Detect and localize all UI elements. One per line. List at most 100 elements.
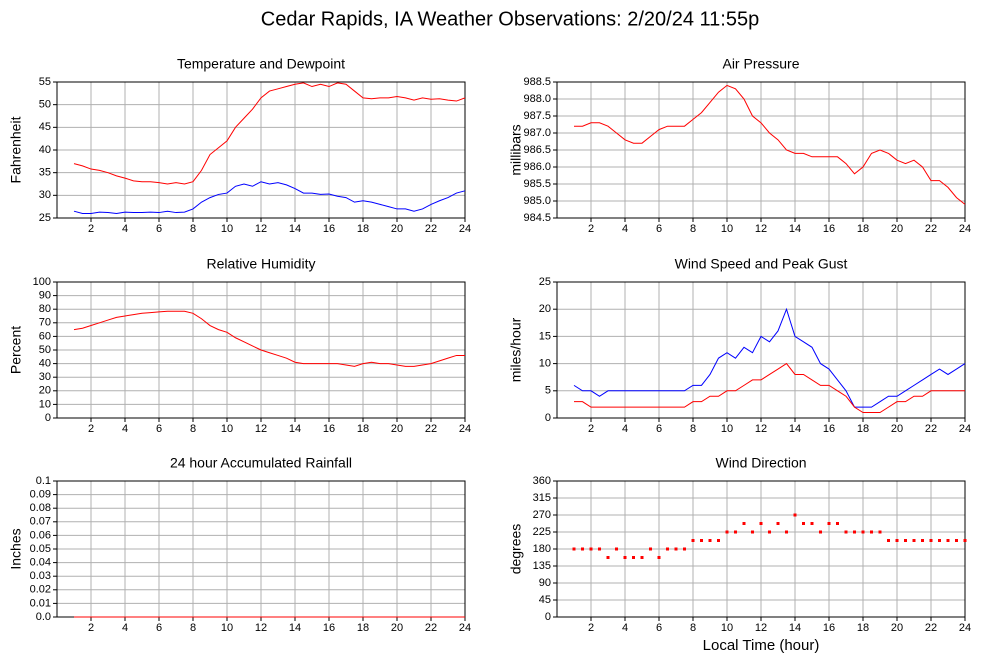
point bbox=[861, 530, 865, 534]
y-tick-label: 25 bbox=[39, 212, 51, 224]
point bbox=[742, 522, 746, 525]
x-tick-label: 8 bbox=[190, 622, 196, 634]
x-tick-label: 16 bbox=[323, 423, 335, 435]
y-tick-label: 0.01 bbox=[30, 597, 51, 609]
y-axis-label: Percent bbox=[8, 326, 24, 374]
y-tick-label: 135 bbox=[533, 560, 551, 572]
y-axis-label: miles/hour bbox=[508, 317, 524, 382]
point bbox=[793, 513, 797, 517]
x-tick-label: 20 bbox=[391, 423, 403, 435]
point bbox=[572, 547, 576, 551]
panel-title: Air Pressure bbox=[722, 56, 799, 72]
point bbox=[946, 539, 950, 542]
plot-frame bbox=[556, 281, 966, 419]
y-tick-label: 986.0 bbox=[523, 161, 551, 173]
y-tick-label: 360 bbox=[533, 475, 551, 487]
x-tick-label: 18 bbox=[857, 423, 869, 435]
x-tick-label: 12 bbox=[255, 423, 267, 435]
y-tick-label: 20 bbox=[539, 303, 551, 315]
y-tick-label: 985.0 bbox=[523, 195, 551, 207]
y-tick-label: 0 bbox=[545, 611, 551, 623]
x-tick-label: 24 bbox=[459, 223, 471, 235]
y-axis-label: millibars bbox=[508, 124, 524, 175]
x-tick-label: 10 bbox=[721, 622, 733, 634]
point bbox=[844, 530, 848, 534]
x-tick-label: 14 bbox=[289, 223, 301, 235]
point bbox=[683, 547, 686, 551]
y-tick-label: 988.0 bbox=[523, 93, 551, 105]
y-tick-label: 100 bbox=[33, 276, 51, 288]
x-tick-label: 22 bbox=[925, 622, 937, 634]
point bbox=[785, 530, 788, 534]
x-tick-label: 8 bbox=[190, 423, 196, 435]
point bbox=[938, 539, 941, 542]
point bbox=[759, 522, 763, 525]
x-tick-label: 24 bbox=[959, 223, 971, 235]
y-tick-label: 45 bbox=[39, 121, 51, 133]
x-tick-label: 8 bbox=[690, 423, 696, 435]
y-tick-label: 15 bbox=[539, 330, 551, 342]
y-tick-label: 0.05 bbox=[30, 543, 51, 555]
plot-frame bbox=[56, 281, 466, 419]
y-axis-label: Fahrenheit bbox=[8, 116, 24, 183]
y-tick-label: 10 bbox=[539, 358, 551, 370]
y-tick-label: 30 bbox=[39, 189, 51, 201]
x-tick-label: 2 bbox=[88, 423, 94, 435]
y-tick-label: 50 bbox=[39, 99, 51, 111]
y-tick-label: 0 bbox=[45, 412, 51, 424]
x-tick-label: 22 bbox=[425, 223, 437, 235]
point bbox=[632, 556, 635, 559]
x-tick-label: 18 bbox=[357, 423, 369, 435]
y-tick-label: 985.5 bbox=[523, 178, 551, 190]
x-tick-label: 16 bbox=[823, 423, 835, 435]
plot-frame bbox=[56, 81, 466, 219]
y-axis-label: degrees bbox=[508, 524, 524, 575]
x-tick-label: 12 bbox=[255, 622, 267, 634]
x-tick-label: 14 bbox=[789, 223, 801, 235]
point bbox=[870, 530, 873, 534]
y-tick-label: 40 bbox=[39, 144, 51, 156]
x-tick-label: 8 bbox=[690, 622, 696, 634]
x-tick-label: 16 bbox=[823, 223, 835, 235]
x-tick-label: 8 bbox=[690, 223, 696, 235]
point bbox=[853, 530, 856, 534]
y-tick-label: 0.09 bbox=[30, 489, 51, 501]
point bbox=[734, 530, 737, 534]
y-tick-label: 0.04 bbox=[30, 557, 51, 569]
y-tick-label: 225 bbox=[533, 526, 551, 538]
x-tick-label: 4 bbox=[122, 423, 128, 435]
plot-frame bbox=[556, 480, 966, 618]
x-tick-label: 10 bbox=[721, 223, 733, 235]
y-tick-label: 270 bbox=[533, 509, 551, 521]
point bbox=[615, 547, 618, 551]
series-line bbox=[573, 307, 966, 408]
y-tick-label: 987.5 bbox=[523, 110, 551, 122]
point bbox=[589, 547, 593, 551]
x-tick-label: 4 bbox=[122, 223, 128, 235]
x-tick-label: 18 bbox=[357, 223, 369, 235]
panel-title: Wind Speed and Peak Gust bbox=[675, 256, 848, 272]
y-tick-label: 315 bbox=[533, 492, 551, 504]
x-tick-label: 24 bbox=[959, 622, 971, 634]
point bbox=[912, 539, 916, 542]
point bbox=[768, 530, 771, 534]
x-tick-label: 2 bbox=[88, 223, 94, 235]
x-tick-label: 2 bbox=[88, 622, 94, 634]
y-tick-label: 50 bbox=[39, 344, 51, 356]
point bbox=[640, 556, 644, 559]
y-tick-label: 0 bbox=[545, 412, 551, 424]
x-tick-label: 20 bbox=[391, 223, 403, 235]
y-tick-label: 0.0 bbox=[36, 611, 51, 623]
point bbox=[598, 547, 601, 551]
y-tick-label: 180 bbox=[533, 543, 551, 555]
x-tick-label: 12 bbox=[755, 622, 767, 634]
point bbox=[929, 539, 933, 542]
point bbox=[606, 556, 610, 559]
x-tick-label: 10 bbox=[221, 423, 233, 435]
point bbox=[674, 547, 678, 551]
point bbox=[963, 539, 967, 542]
panel-title: Wind Direction bbox=[715, 455, 806, 471]
x-tick-label: 10 bbox=[221, 223, 233, 235]
x-tick-label: 14 bbox=[789, 622, 801, 634]
